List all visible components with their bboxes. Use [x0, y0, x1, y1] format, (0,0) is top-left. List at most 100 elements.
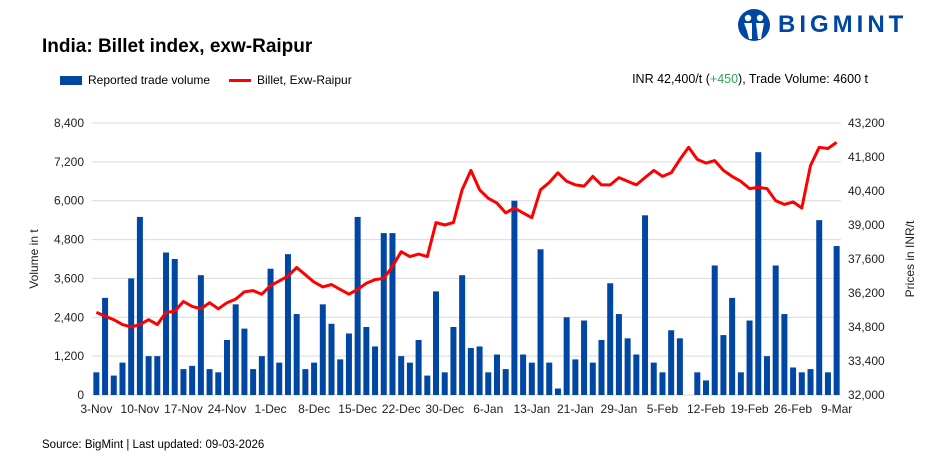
volume-bar: [389, 233, 396, 395]
volume-bar: [372, 346, 379, 395]
volume-bar: [398, 356, 405, 395]
y-right-tick-label: 32,000: [848, 388, 885, 402]
volume-bar: [311, 362, 318, 395]
volume-bar: [380, 233, 387, 395]
volume-bar: [250, 369, 257, 395]
y-right-tick-label: 39,000: [848, 218, 885, 232]
volume-bar: [537, 249, 544, 395]
volume-bar: [642, 215, 649, 395]
volume-bar: [615, 314, 622, 395]
volume-bar: [633, 354, 640, 395]
volume-bar: [406, 362, 413, 395]
legend-label: Reported trade volume: [88, 73, 211, 87]
legend-item-volume: Reported trade volume: [60, 73, 210, 87]
x-tick-label: 29-Jan: [601, 402, 638, 416]
volume-bar: [502, 369, 509, 395]
volume-bar: [755, 152, 762, 395]
volume-bar: [258, 356, 265, 395]
x-tick-label: 13-Jan: [513, 402, 550, 416]
volume-bar: [833, 246, 840, 395]
volume-bar: [824, 372, 831, 395]
volume-bar: [676, 338, 683, 395]
volume-bar: [763, 356, 770, 395]
bigmint-logo: BIGMINT: [736, 8, 907, 42]
volume-bar: [650, 362, 657, 395]
volume-bar: [798, 372, 805, 395]
legend-swatch-bar: [60, 75, 82, 85]
volume-bar: [485, 372, 492, 395]
y-right-tick-label: 41,800: [848, 150, 885, 164]
volume-bar: [581, 320, 588, 395]
y-left-tick-label: 2,400: [54, 310, 84, 324]
x-tick-label: 15-Dec: [338, 402, 377, 416]
y-left-tick-label: 1,200: [54, 349, 84, 363]
x-tick-label: 12-Feb: [687, 402, 725, 416]
volume-bar: [607, 283, 614, 395]
y-right-tick-label: 40,400: [848, 184, 885, 198]
volume-bar: [694, 372, 701, 395]
volume-bar: [284, 254, 291, 395]
summary-volume: ), Trade Volume: 4600 t: [738, 72, 868, 86]
volume-bar: [171, 259, 178, 395]
volume-bar: [241, 328, 248, 395]
volume-bar: [102, 297, 109, 395]
volume-bar: [93, 372, 100, 395]
volume-bar: [189, 365, 196, 395]
y-axis-right-label: Prices in INR/t: [903, 220, 917, 297]
volume-bar: [433, 291, 440, 395]
volume-bar: [119, 362, 126, 395]
volume-bar: [459, 275, 466, 395]
volume-bar: [790, 367, 797, 395]
volume-bar: [354, 216, 361, 395]
volume-bar: [180, 369, 187, 395]
volume-bar: [520, 354, 527, 395]
x-tick-label: 17-Nov: [164, 402, 203, 416]
volume-bar: [624, 338, 631, 395]
y-right-tick-label: 34,800: [848, 320, 885, 334]
y-left-tick-label: 8,400: [54, 116, 84, 130]
volume-bar: [528, 362, 535, 395]
source-note: Source: BigMint | Last updated: 09-03-20…: [42, 439, 265, 451]
volume-bar: [737, 372, 744, 395]
volume-bar: [415, 339, 422, 395]
volume-bar: [267, 268, 274, 395]
price-line: [95, 141, 838, 329]
volume-bar: [772, 265, 779, 395]
volume-bar: [589, 362, 596, 395]
volume-bar: [302, 369, 309, 395]
volume-bar: [232, 304, 239, 395]
bigmint-logo-icon: [738, 9, 770, 41]
y-right-tick-label: 33,400: [848, 354, 885, 368]
volume-bar: [493, 354, 500, 395]
volume-bar: [206, 369, 213, 395]
y-left-tick-label: 6,000: [54, 194, 84, 208]
y-left-tick-label: 3,600: [54, 271, 84, 285]
x-tick-label: 19-Feb: [731, 402, 769, 416]
price-summary: INR 42,400/t (+450), Trade Volume: 4600 …: [632, 72, 868, 86]
volume-bar: [659, 372, 666, 395]
volume-bar: [467, 348, 474, 395]
volume-bar: [293, 314, 300, 395]
x-tick-label: 6-Jan: [473, 402, 503, 416]
volume-bar: [223, 339, 230, 395]
volume-bar: [711, 265, 718, 395]
y-right-tick-label: 36,200: [848, 286, 885, 300]
volume-bar: [450, 327, 457, 395]
x-tick-label: 22-Dec: [382, 402, 421, 416]
y-axis-left-label: Volume in t: [27, 229, 41, 289]
x-tick-label: 1-Dec: [255, 402, 287, 416]
volume-bar: [424, 375, 431, 395]
volume-bar: [511, 200, 518, 395]
volume-bar: [781, 314, 788, 395]
x-tick-label: 9-Mar: [821, 402, 852, 416]
logo-text: BIGMINT: [778, 11, 908, 38]
y-right-tick-label: 37,600: [848, 252, 885, 266]
volume-bar: [276, 362, 283, 395]
volume-bar: [136, 216, 143, 395]
volume-bar: [145, 356, 152, 395]
y-left-tick-label: 4,800: [54, 233, 84, 247]
volume-bar: [110, 375, 117, 395]
volume-bar: [154, 356, 161, 395]
y-left-tick-label: 0: [77, 388, 84, 402]
